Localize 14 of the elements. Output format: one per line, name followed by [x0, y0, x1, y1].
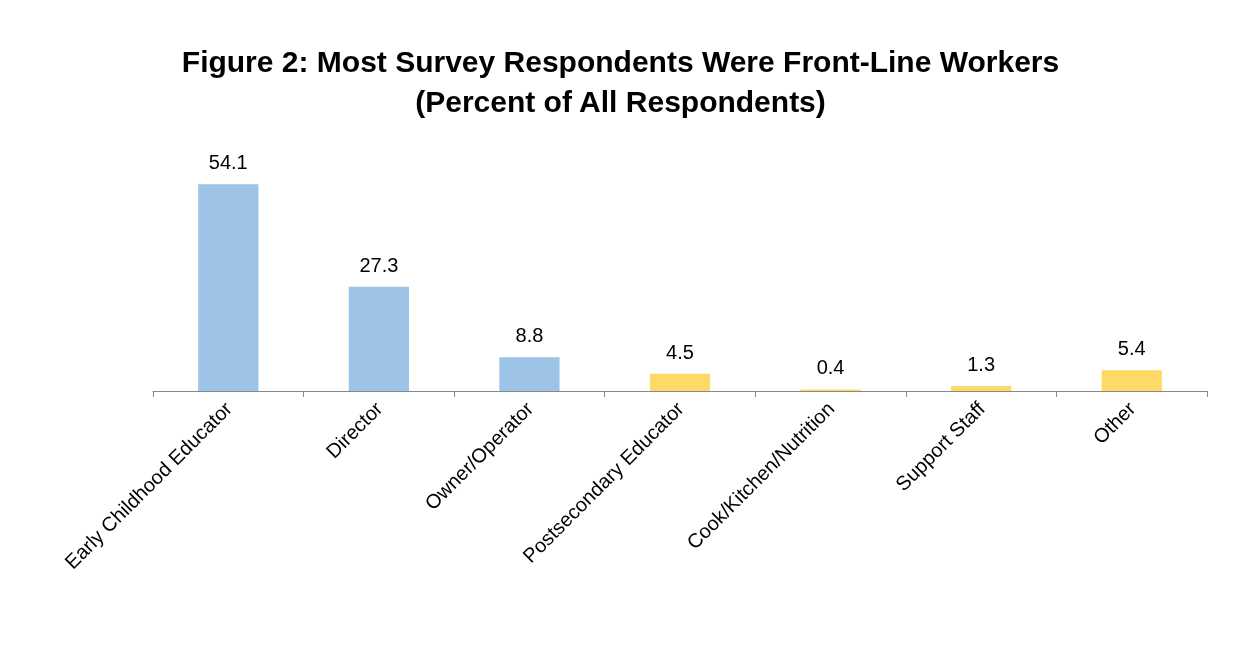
- bar: [649, 373, 711, 391]
- data-label: 5.4: [1117, 337, 1146, 360]
- data-label: 0.4: [816, 356, 845, 379]
- bar: [951, 386, 1012, 391]
- data-label: 1.3: [967, 353, 996, 376]
- chart-title: Figure 2: Most Survey Respondents Were Front-Line Workers (Percent of All Respondents): [181, 44, 1060, 118]
- bar: [348, 286, 409, 391]
- data-label: 54.1: [208, 151, 248, 174]
- data-label: 8.8: [515, 324, 544, 347]
- data-label: 27.3: [359, 253, 399, 276]
- bar: [499, 357, 560, 391]
- data-label: 4.5: [666, 340, 694, 363]
- bar: [198, 184, 259, 391]
- bar: [1101, 370, 1162, 391]
